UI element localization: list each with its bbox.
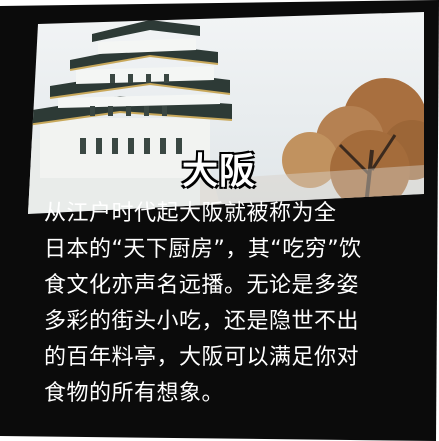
description-line: 日本的“天下厨房”，其“吃穷”饮 xyxy=(44,237,362,262)
description-text: 从江户时代起大阪就被称为全 日本的“天下厨房”，其“吃穷”饮 食文化亦声名远播。… xyxy=(44,196,419,412)
description-line: 食物的所有想象。 xyxy=(44,381,225,406)
description-line: 从江户时代起大阪就被称为全 xyxy=(44,201,337,226)
description-line: 食文化亦声名远播。无论是多姿 xyxy=(44,273,360,298)
description-line: 多彩的街头小吃，还是隐世不出 xyxy=(44,309,360,334)
description-line: 的百年料亭，大阪可以满足你对 xyxy=(44,345,360,370)
city-title: 大阪 xyxy=(182,151,257,192)
